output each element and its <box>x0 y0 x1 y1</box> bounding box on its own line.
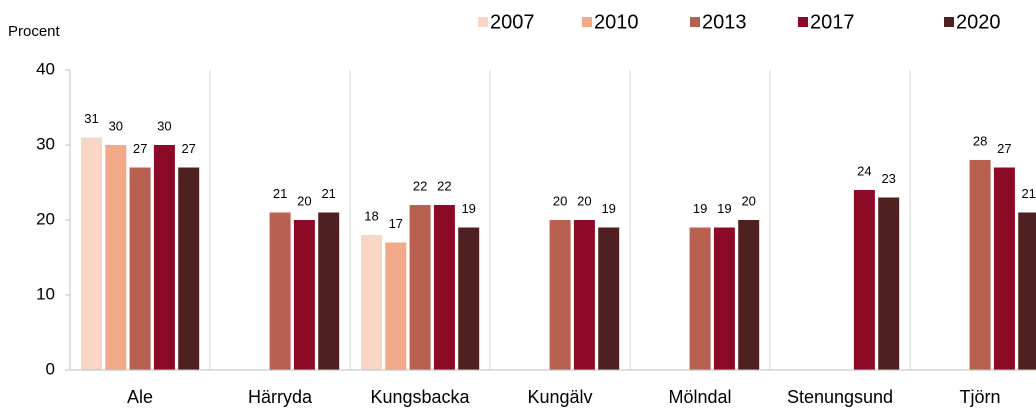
bar <box>878 197 900 370</box>
x-tick-label: Kungsbacka <box>370 387 470 407</box>
bar <box>713 227 735 370</box>
value-label: 19 <box>461 201 475 216</box>
x-tick-label: Härryda <box>248 387 313 407</box>
bar <box>318 212 340 370</box>
bar <box>129 167 151 370</box>
legend-swatch <box>582 17 592 27</box>
value-label: 19 <box>693 201 707 216</box>
x-tick-label: Stenungsund <box>787 387 893 407</box>
x-tick-label: Kungälv <box>527 387 592 407</box>
y-axis-label: Procent <box>8 23 61 40</box>
bar <box>153 145 175 370</box>
legend-label: 2013 <box>702 11 747 33</box>
legend-label: 2017 <box>810 11 855 33</box>
value-label: 27 <box>133 141 147 156</box>
x-tick-label: Ale <box>127 387 153 407</box>
legend-label: 2007 <box>490 11 535 33</box>
x-tick-label: Mölndal <box>668 387 731 407</box>
value-label: 27 <box>997 141 1011 156</box>
bar <box>573 220 595 370</box>
bar <box>105 145 127 370</box>
bar <box>598 227 620 370</box>
legend-label: 2020 <box>956 11 1001 33</box>
legend-label: 2010 <box>594 11 639 33</box>
bar <box>81 137 102 370</box>
value-label: 28 <box>973 133 987 148</box>
value-label: 30 <box>109 118 123 133</box>
x-tick-label: Tjörn <box>959 387 1000 407</box>
bar <box>969 160 991 370</box>
bar <box>269 212 291 370</box>
bar <box>689 227 711 370</box>
bar <box>385 242 407 370</box>
y-tick-label: 30 <box>36 134 55 153</box>
bar <box>993 167 1015 370</box>
value-label: 23 <box>881 171 895 186</box>
value-label: 21 <box>1021 186 1035 201</box>
bar <box>178 167 200 370</box>
y-tick-label: 20 <box>36 209 55 228</box>
y-tick-label: 40 <box>36 59 55 78</box>
y-tick-label: 0 <box>46 359 55 378</box>
value-label: 18 <box>364 208 378 223</box>
value-label: 20 <box>297 193 311 208</box>
bar <box>433 205 455 370</box>
legend-swatch <box>690 17 700 27</box>
value-label: 17 <box>389 216 403 231</box>
value-label: 31 <box>84 111 98 126</box>
bar <box>853 190 875 370</box>
value-label: 19 <box>717 201 731 216</box>
legend-swatch <box>478 17 488 27</box>
value-label: 24 <box>857 163 871 178</box>
bar <box>293 220 315 370</box>
value-label: 30 <box>157 118 171 133</box>
value-label: 21 <box>273 186 287 201</box>
value-label: 19 <box>601 201 615 216</box>
value-label: 22 <box>413 178 427 193</box>
value-label: 21 <box>321 186 335 201</box>
y-tick-label: 10 <box>36 284 55 303</box>
value-label: 27 <box>181 141 195 156</box>
value-label: 22 <box>437 178 451 193</box>
bar <box>361 235 382 370</box>
bar <box>738 220 760 370</box>
bar <box>1018 212 1036 370</box>
bar <box>409 205 431 370</box>
legend-swatch <box>798 17 808 27</box>
bar <box>549 220 571 370</box>
value-label: 20 <box>741 193 755 208</box>
legend-swatch <box>944 17 954 27</box>
value-label: 20 <box>553 193 567 208</box>
value-label: 20 <box>577 193 591 208</box>
bar <box>458 227 480 370</box>
